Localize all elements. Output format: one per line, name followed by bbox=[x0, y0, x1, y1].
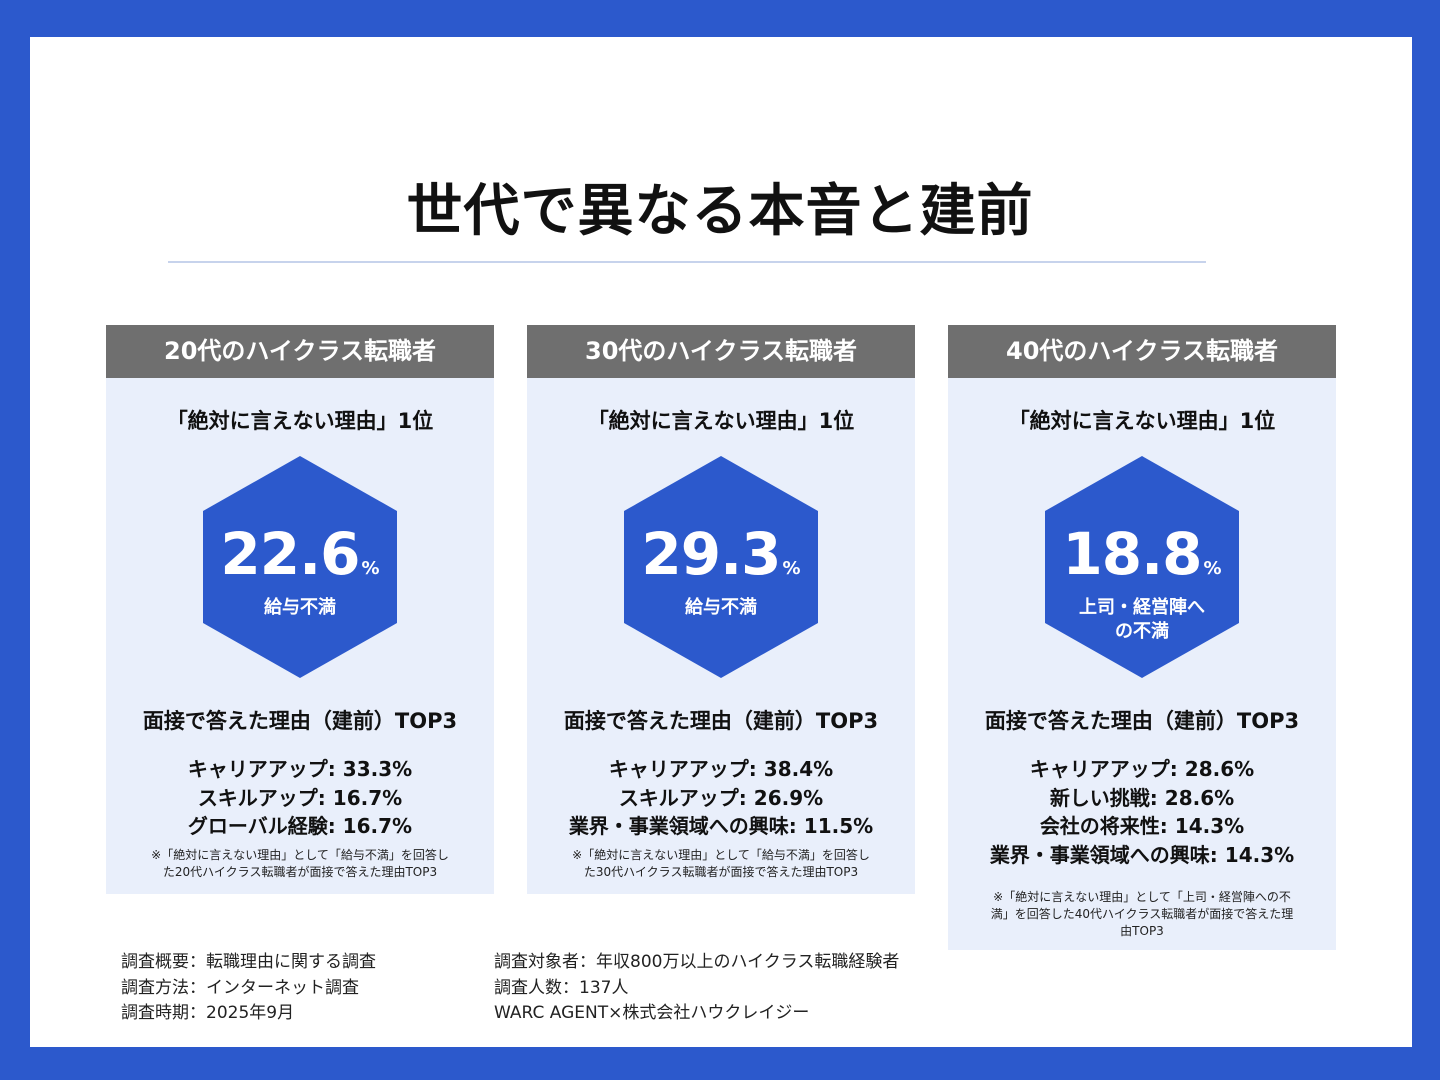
card-30s: 30代のハイクラス転職者 「絶対に言えない理由」1位 29.3% 給与不満 面接… bbox=[527, 325, 915, 894]
page-title: 世代で異なる本音と建前 bbox=[406, 179, 1034, 244]
footnote-line: 由TOP3 bbox=[1120, 924, 1164, 938]
top3-item: キャリアアップ: 28.6% bbox=[1029, 757, 1255, 781]
top3-item: グローバル経験: 16.7% bbox=[187, 814, 413, 838]
top3-item: 会社の将来性: 14.3% bbox=[1039, 814, 1245, 838]
reason-label: 給与不満 bbox=[203, 596, 397, 620]
percent-value: 29.3% bbox=[624, 520, 818, 588]
reason-label: 給与不満 bbox=[624, 596, 818, 620]
footnote-line: ※「絶対に言えない理由」として「給与不満」を回答し bbox=[572, 848, 870, 862]
footnote-line: ※「絶対に言えない理由」として「給与不満」を回答し bbox=[151, 848, 449, 862]
card-subtitle: 「絶対に言えない理由」1位 bbox=[166, 409, 434, 433]
title-divider bbox=[168, 261, 1206, 263]
card-20s: 20代のハイクラス転職者 「絶対に言えない理由」1位 22.6% 給与不満 面接… bbox=[106, 325, 494, 894]
card-footnote: ※「絶対に言えない理由」として「上司・経営陣への不 満」を回答した40代ハイクラ… bbox=[972, 889, 1312, 940]
survey-credit: WARC AGENT×株式会社ハウクレイジー bbox=[494, 1003, 810, 1023]
top3-item: スキルアップ: 26.9% bbox=[618, 785, 824, 810]
top3-item: スキルアップ: 16.7% bbox=[197, 785, 403, 810]
survey-count: 調査人数：137人 bbox=[494, 977, 629, 998]
card-40s: 40代のハイクラス転職者 「絶対に言えない理由」1位 18.8% 上司・経営陣へ… bbox=[948, 325, 1336, 950]
reason-label: 上司・経営陣へ の不満 bbox=[1045, 596, 1239, 644]
hexagon-shape bbox=[624, 456, 818, 678]
survey-info-right: 調査対象者：年収800万以上のハイクラス転職経験者 調査人数：137人 WARC… bbox=[494, 950, 899, 1027]
footnote-line: た30代ハイクラス転職者が面接で答えた理由TOP3 bbox=[583, 865, 859, 879]
hexagon-badge: 29.3% 給与不満 bbox=[624, 456, 818, 678]
survey-method: 調査方法：インターネット調査 bbox=[121, 977, 359, 998]
top3-list: キャリアアップ: 33.3% スキルアップ: 16.7% グローバル経験: 16… bbox=[106, 755, 494, 841]
percent-unit: % bbox=[1203, 558, 1222, 579]
reason-line-1: 上司・経営陣へ bbox=[1079, 597, 1205, 618]
reason-line-1: 給与不満 bbox=[264, 597, 336, 618]
top3-item: キャリアアップ: 38.4% bbox=[608, 757, 834, 781]
survey-period: 調査時期：2025年9月 bbox=[121, 1003, 295, 1023]
survey-info-left: 調査概要：転職理由に関する調査 調査方法：インターネット調査 調査時期：2025… bbox=[121, 950, 376, 1027]
card-header: 30代のハイクラス転職者 bbox=[527, 325, 915, 378]
hexagon-badge: 22.6% 給与不満 bbox=[203, 456, 397, 678]
footnote-line: ※「絶対に言えない理由」として「上司・経営陣への不 bbox=[993, 890, 1291, 904]
hexagon-shape bbox=[1045, 456, 1239, 678]
footnote-line: 満」を回答した40代ハイクラス転職者が面接で答えた理 bbox=[990, 907, 1294, 921]
top3-item: 業界・事業領域への興味: 11.5% bbox=[568, 814, 874, 838]
hexagon-badge: 18.8% 上司・経営陣へ の不満 bbox=[1045, 456, 1239, 678]
card-subtitle: 「絶対に言えない理由」1位 bbox=[1008, 409, 1276, 433]
top3-list: キャリアアップ: 38.4% スキルアップ: 26.9% 業界・事業領域への興味… bbox=[527, 755, 915, 841]
top3-title: 面接で答えた理由（建前）TOP3 bbox=[563, 709, 879, 733]
percent-number: 18.8 bbox=[1062, 520, 1202, 588]
card-subtitle: 「絶対に言えない理由」1位 bbox=[587, 409, 855, 433]
survey-overview: 調査概要：転職理由に関する調査 bbox=[121, 952, 376, 972]
reason-line-2: の不満 bbox=[1115, 621, 1169, 642]
percent-number: 22.6 bbox=[220, 520, 360, 588]
percent-value: 18.8% bbox=[1045, 520, 1239, 588]
reason-line-1: 給与不満 bbox=[685, 597, 757, 618]
percent-value: 22.6% bbox=[203, 520, 397, 588]
top3-item: キャリアアップ: 33.3% bbox=[187, 757, 413, 781]
hexagon-shape bbox=[203, 456, 397, 678]
footnote-line: た20代ハイクラス転職者が面接で答えた理由TOP3 bbox=[162, 865, 438, 879]
percent-unit: % bbox=[782, 558, 801, 579]
card-header: 40代のハイクラス転職者 bbox=[948, 325, 1336, 378]
top3-item: 業界・事業領域への興味: 14.3% bbox=[989, 842, 1295, 867]
top3-title: 面接で答えた理由（建前）TOP3 bbox=[142, 709, 458, 733]
card-footnote: ※「絶対に言えない理由」として「給与不満」を回答し た30代ハイクラス転職者が面… bbox=[551, 847, 891, 881]
percent-number: 29.3 bbox=[641, 520, 781, 588]
card-header: 20代のハイクラス転職者 bbox=[106, 325, 494, 378]
top3-title: 面接で答えた理由（建前）TOP3 bbox=[984, 709, 1300, 733]
card-footnote: ※「絶対に言えない理由」として「給与不満」を回答し た20代ハイクラス転職者が面… bbox=[130, 847, 470, 881]
percent-unit: % bbox=[361, 558, 380, 579]
top3-list: キャリアアップ: 28.6% 新しい挑戦: 28.6% 会社の将来性: 14.3… bbox=[948, 755, 1336, 869]
survey-target: 調査対象者：年収800万以上のハイクラス転職経験者 bbox=[494, 952, 900, 972]
top3-item: 新しい挑戦: 28.6% bbox=[1049, 785, 1235, 810]
